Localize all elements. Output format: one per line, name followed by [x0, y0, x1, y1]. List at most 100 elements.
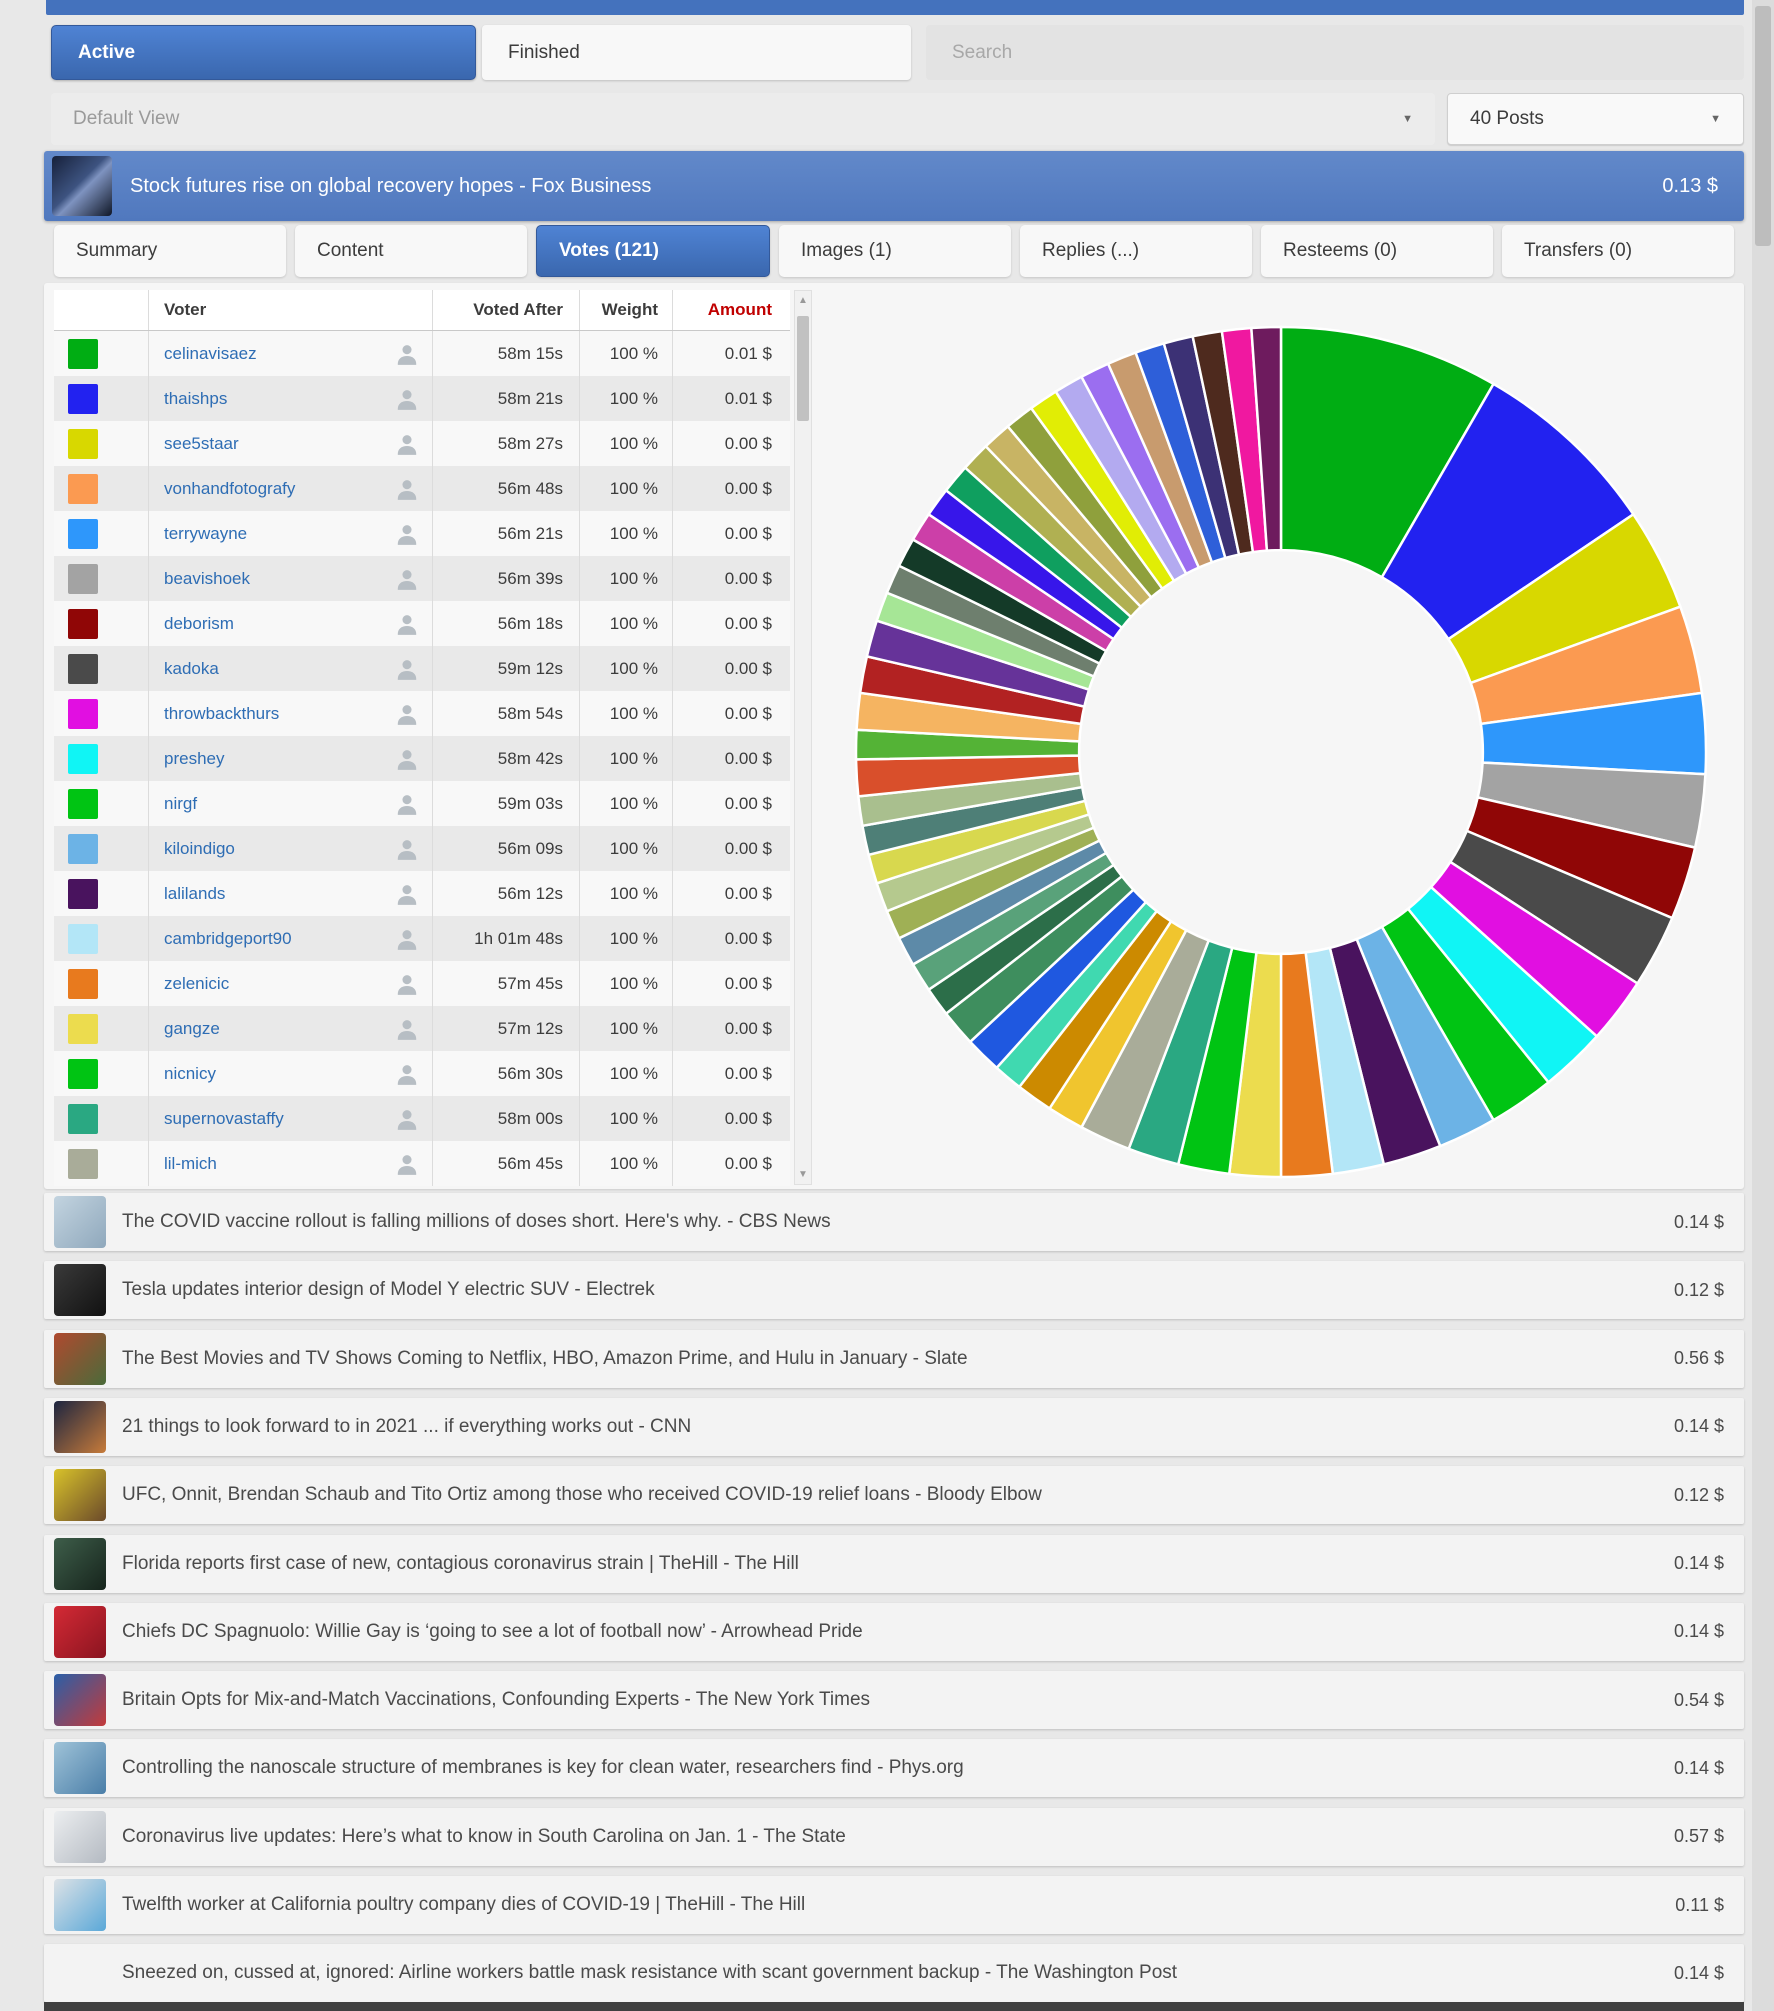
voter-link[interactable]: deborism	[164, 613, 234, 633]
post-amount: 0.56 $	[1673, 1348, 1724, 1369]
voter-cell: cambridgeport90	[149, 916, 433, 961]
voter-color-swatch	[68, 788, 98, 819]
post-row[interactable]: The COVID vaccine rollout is falling mil…	[44, 1193, 1744, 1251]
voter-color-swatch	[68, 338, 98, 369]
voter-color-cell	[54, 871, 149, 916]
voter-color-cell	[54, 826, 149, 871]
voter-link[interactable]: see5staar	[164, 433, 239, 453]
voted-after-cell: 58m 21s	[433, 376, 580, 421]
page-scrollbar-thumb[interactable]	[1755, 6, 1771, 246]
voted-after-cell: 56m 30s	[433, 1051, 580, 1096]
amount-cell: 0.00 $	[724, 433, 772, 453]
voter-link[interactable]: nirgf	[164, 793, 198, 813]
votes-table: Voter Voted After Weight Amount celinavi…	[54, 290, 790, 1186]
weight-cell: 100 %	[580, 421, 673, 466]
voter-link[interactable]: vonhandfotografy	[164, 478, 296, 498]
voter-avatar-icon	[397, 659, 417, 680]
voted-after-cell: 59m 12s	[433, 646, 580, 691]
voter-avatar-icon	[397, 704, 417, 725]
search-input[interactable]	[926, 25, 1774, 80]
posts-count-select[interactable]: 40 Posts ▼	[1447, 93, 1744, 145]
weight-cell: 100 %	[580, 601, 673, 646]
post-thumbnail	[54, 1742, 106, 1795]
voter-avatar-icon	[397, 929, 417, 950]
scrollbar-thumb[interactable]	[797, 316, 809, 421]
voter-link[interactable]: kiloindigo	[164, 838, 235, 858]
voter-cell: nirgf	[149, 781, 433, 826]
donut-segment[interactable]	[1250, 325, 1283, 552]
post-row[interactable]: Sneezed on, cussed at, ignored: Airline …	[44, 1944, 1744, 2003]
vote-row: supernovastaffy 58m 00s 100 % 0.00 $	[54, 1096, 790, 1141]
tab-finished[interactable]: Finished	[482, 25, 911, 80]
header-voted-after[interactable]: Voted After	[433, 290, 580, 330]
vote-row: thaishps 58m 21s 100 % 0.01 $	[54, 376, 790, 421]
voter-link[interactable]: preshey	[164, 748, 225, 768]
vote-row: cambridgeport90 1h 01m 48s 100 % 0.00 $	[54, 916, 790, 961]
voter-link[interactable]: gangze	[164, 1018, 220, 1038]
voter-link[interactable]: throwbackthurs	[164, 703, 280, 723]
detail-tab-summary[interactable]: Summary	[54, 225, 286, 277]
scroll-up-icon[interactable]: ▲	[798, 295, 808, 306]
voter-cell: zelenicic	[149, 961, 433, 1006]
post-title: The Best Movies and TV Shows Coming to N…	[122, 1347, 968, 1369]
voter-link[interactable]: kadoka	[164, 658, 219, 678]
weight-cell: 100 %	[580, 871, 673, 916]
post-row[interactable]: Twelfth worker at California poultry com…	[44, 1876, 1744, 1934]
amount-cell: 0.01 $	[724, 388, 772, 408]
weight-cell: 100 %	[580, 961, 673, 1006]
post-thumbnail	[54, 1264, 106, 1317]
header-weight[interactable]: Weight	[580, 290, 673, 330]
tab-finished-label: Finished	[508, 41, 580, 63]
voter-color-cell	[54, 466, 149, 511]
tab-active[interactable]: Active	[51, 25, 476, 80]
voter-color-swatch	[68, 923, 98, 954]
selected-post-header[interactable]: Stock futures rise on global recovery ho…	[44, 151, 1744, 221]
voter-link[interactable]: beavishoek	[164, 568, 251, 588]
detail-tabs: Summary Content Votes (121) Images (1) Repli…	[44, 225, 1744, 277]
view-select[interactable]: Default View ▼	[51, 93, 1435, 145]
detail-tab-votes[interactable]: Votes (121)	[536, 225, 770, 277]
voter-cell: see5staar	[149, 421, 433, 466]
post-amount: 0.14 $	[1673, 1757, 1724, 1778]
post-row[interactable]: Coronavirus live updates: Here’s what to…	[44, 1807, 1744, 1866]
voter-color-swatch	[68, 383, 98, 414]
voter-link[interactable]: thaishps	[164, 388, 228, 408]
voter-link[interactable]: lil-mich	[164, 1153, 217, 1173]
voter-link[interactable]: lalilands	[164, 883, 226, 903]
voter-cell: terrywayne	[149, 511, 433, 556]
voter-link[interactable]: terrywayne	[164, 523, 248, 543]
voter-color-cell	[54, 646, 149, 691]
post-title: Sneezed on, cussed at, ignored: Airline …	[122, 1962, 1178, 1984]
voter-avatar-icon	[397, 344, 417, 365]
amount-cell: 0.00 $	[724, 928, 772, 948]
header-amount[interactable]: Amount	[707, 300, 772, 319]
post-row[interactable]: 21 things to look forward to in 2021 ...…	[44, 1397, 1744, 1456]
post-row[interactable]: Britain Opts for Mix-and-Match Vaccinati…	[44, 1671, 1744, 1730]
post-row[interactable]: Tesla updates interior design of Model Y…	[44, 1261, 1744, 1320]
page-scrollbar[interactable]	[1752, 0, 1774, 2011]
post-row[interactable]: Chiefs DC Spagnuolo: Willie Gay is ‘goin…	[44, 1602, 1744, 1661]
detail-tab-resteems[interactable]: Resteems (0)	[1261, 225, 1493, 277]
voter-link[interactable]: zelenicic	[164, 973, 230, 993]
detail-tab-content[interactable]: Content	[295, 225, 527, 277]
header-voter[interactable]: Voter	[149, 290, 433, 330]
detail-tab-replies[interactable]: Replies (...)	[1020, 225, 1252, 277]
scroll-down-icon[interactable]: ▼	[798, 1169, 808, 1180]
votes-donut-chart	[854, 325, 1708, 1179]
chevron-down-icon: ▼	[1710, 113, 1721, 125]
post-row[interactable]: The Best Movies and TV Shows Coming to N…	[44, 1329, 1744, 1388]
voted-after-cell: 56m 21s	[433, 511, 580, 556]
post-row[interactable]: UFC, Onnit, Brendan Schaub and Tito Orti…	[44, 1466, 1744, 1525]
post-row[interactable]: Florida reports first case of new, conta…	[44, 1534, 1744, 1593]
detail-tab-transfers[interactable]: Transfers (0)	[1502, 225, 1734, 277]
post-row[interactable]: Controlling the nanoscale structure of m…	[44, 1739, 1744, 1798]
table-scrollbar[interactable]: ▲ ▼	[794, 290, 812, 1185]
detail-tab-images[interactable]: Images (1)	[779, 225, 1011, 277]
voter-link[interactable]: nicnicy	[164, 1063, 216, 1083]
voter-link[interactable]: celinavisaez	[164, 343, 257, 363]
voter-color-cell	[54, 421, 149, 466]
voter-link[interactable]: cambridgeport90	[164, 928, 292, 948]
post-thumbnail	[54, 1332, 106, 1385]
voter-link[interactable]: supernovastaffy	[164, 1108, 284, 1128]
post-amount: 0.12 $	[1673, 1484, 1724, 1505]
